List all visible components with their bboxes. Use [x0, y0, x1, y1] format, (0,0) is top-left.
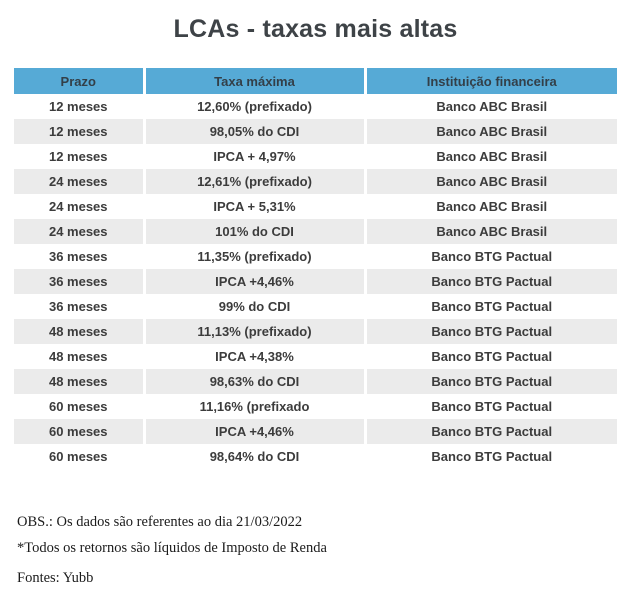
cell-instituicao: Banco BTG Pactual: [363, 394, 617, 419]
cell-taxa: 11,16% (prefixado: [142, 394, 365, 419]
cell-instituicao: Banco BTG Pactual: [363, 269, 617, 294]
rates-table-container: Prazo Taxa máxima Instituição financeira…: [14, 68, 617, 469]
cell-taxa: IPCA + 4,97%: [142, 144, 365, 169]
cell-instituicao: Banco BTG Pactual: [363, 244, 617, 269]
cell-taxa: 11,13% (prefixado): [142, 319, 365, 344]
column-header-instituicao-financeira: Instituição financeira: [363, 68, 617, 94]
cell-taxa: 98,63% do CDI: [142, 369, 365, 394]
table-row: 24 meses 12,61% (prefixado) Banco ABC Bras…: [14, 169, 617, 194]
footer-source: Fontes: Yubb: [17, 570, 94, 586]
cell-prazo: 24 meses: [14, 169, 144, 194]
column-header-prazo: Prazo: [14, 68, 144, 94]
cell-instituicao: Banco BTG Pactual: [363, 319, 617, 344]
cell-taxa: 12,60% (prefixado): [142, 94, 365, 119]
table-row: 48 meses IPCA +4,38% Banco BTG Pactual: [14, 344, 617, 369]
footer-note-date: OBS.: Os dados são referentes ao dia 21/…: [17, 514, 303, 530]
table-row: 24 meses 101% do CDI Banco ABC Brasil: [14, 219, 617, 244]
cell-prazo: 48 meses: [14, 319, 144, 344]
cell-taxa: IPCA +4,38%: [142, 344, 365, 369]
cell-prazo: 48 meses: [14, 344, 144, 369]
cell-prazo: 24 meses: [14, 219, 144, 244]
cell-instituicao: Banco ABC Brasil: [363, 219, 617, 244]
table-body: 12 meses 12,60% (prefixado) Banco ABC Bras…: [14, 94, 617, 469]
cell-taxa: 98,64% do CDI: [142, 444, 365, 469]
cell-instituicao: Banco ABC Brasil: [363, 144, 617, 169]
cell-prazo: 12 meses: [14, 119, 144, 144]
table-row: 48 meses 11,13% (prefixado) Banco BTG Pact…: [14, 319, 617, 344]
cell-taxa: 11,35% (prefixado): [142, 244, 365, 269]
table-row: 60 meses 11,16% (prefixado Banco BTG Pactu…: [14, 394, 617, 419]
cell-taxa: 12,61% (prefixado): [142, 169, 365, 194]
cell-instituicao: Banco ABC Brasil: [363, 194, 617, 219]
cell-prazo: 36 meses: [14, 294, 144, 319]
footer-notes: OBS.: Os dados são referentes ao dia 21/…: [17, 512, 327, 588]
rates-table: Prazo Taxa máxima Instituição financeira…: [14, 68, 617, 469]
cell-prazo: 12 meses: [14, 144, 144, 169]
table-row: 36 meses 11,35% (prefixado) Banco BTG Pact…: [14, 244, 617, 269]
table-row: 12 meses IPCA + 4,97% Banco ABC Brasil: [14, 144, 617, 169]
cell-instituicao: Banco BTG Pactual: [363, 344, 617, 369]
page-title: LCAs - taxas mais altas: [173, 15, 458, 43]
cell-instituicao: Banco BTG Pactual: [363, 294, 617, 319]
cell-prazo: 12 meses: [14, 94, 144, 119]
table-row: 36 meses 99% do CDI Banco BTG Pactual: [14, 294, 617, 319]
table-row: 12 meses 98,05% do CDI Banco ABC Brasil: [14, 119, 617, 144]
cell-prazo: 24 meses: [14, 194, 144, 219]
cell-taxa: 101% do CDI: [142, 219, 365, 244]
cell-instituicao: Banco BTG Pactual: [363, 444, 617, 469]
cell-taxa: IPCA +4,46%: [142, 419, 365, 444]
footer-note-tax: *Todos os retornos são líquidos de Impos…: [17, 540, 327, 556]
cell-taxa: IPCA +4,46%: [142, 269, 365, 294]
table-row: 60 meses 98,64% do CDI Banco BTG Pactual: [14, 444, 617, 469]
cell-prazo: 36 meses: [14, 244, 144, 269]
cell-prazo: 60 meses: [14, 444, 144, 469]
cell-prazo: 60 meses: [14, 394, 144, 419]
cell-instituicao: Banco BTG Pactual: [363, 419, 617, 444]
column-header-taxa-maxima: Taxa máxima: [142, 68, 365, 94]
cell-prazo: 36 meses: [14, 269, 144, 294]
table-row: 48 meses 98,63% do CDI Banco BTG Pactual: [14, 369, 617, 394]
table-header: Prazo Taxa máxima Instituição financeira: [14, 68, 617, 94]
table-row: 24 meses IPCA + 5,31% Banco ABC Brasil: [14, 194, 617, 219]
cell-instituicao: Banco ABC Brasil: [363, 94, 617, 119]
table-row: 12 meses 12,60% (prefixado) Banco ABC Bras…: [14, 94, 617, 119]
cell-taxa: 98,05% do CDI: [142, 119, 365, 144]
cell-instituicao: Banco ABC Brasil: [363, 169, 617, 194]
table-header-row: Prazo Taxa máxima Instituição financeira: [14, 68, 617, 94]
cell-prazo: 48 meses: [14, 369, 144, 394]
cell-instituicao: Banco BTG Pactual: [363, 369, 617, 394]
cell-instituicao: Banco ABC Brasil: [363, 119, 617, 144]
cell-taxa: 99% do CDI: [142, 294, 365, 319]
cell-prazo: 60 meses: [14, 419, 144, 444]
table-row: 36 meses IPCA +4,46% Banco BTG Pactual: [14, 269, 617, 294]
table-row: 60 meses IPCA +4,46% Banco BTG Pactual: [14, 419, 617, 444]
cell-taxa: IPCA + 5,31%: [142, 194, 365, 219]
